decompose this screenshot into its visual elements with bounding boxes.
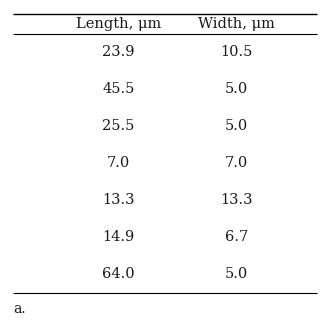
Text: Length, μm: Length, μm [76, 17, 161, 31]
Text: 23.9: 23.9 [102, 45, 135, 59]
Text: Width, μm: Width, μm [198, 17, 275, 31]
Text: 7.0: 7.0 [225, 156, 248, 170]
Text: 7.0: 7.0 [107, 156, 130, 170]
Text: 5.0: 5.0 [225, 82, 248, 96]
Text: 6.7: 6.7 [225, 230, 248, 244]
Text: 13.3: 13.3 [220, 193, 253, 207]
Text: 14.9: 14.9 [102, 230, 134, 244]
Text: 25.5: 25.5 [102, 119, 135, 133]
Text: 13.3: 13.3 [102, 193, 135, 207]
Text: 45.5: 45.5 [102, 82, 135, 96]
Text: 5.0: 5.0 [225, 119, 248, 133]
Text: 64.0: 64.0 [102, 267, 135, 281]
Text: 5.0: 5.0 [225, 267, 248, 281]
Text: a.: a. [13, 302, 25, 316]
Text: 10.5: 10.5 [220, 45, 253, 59]
